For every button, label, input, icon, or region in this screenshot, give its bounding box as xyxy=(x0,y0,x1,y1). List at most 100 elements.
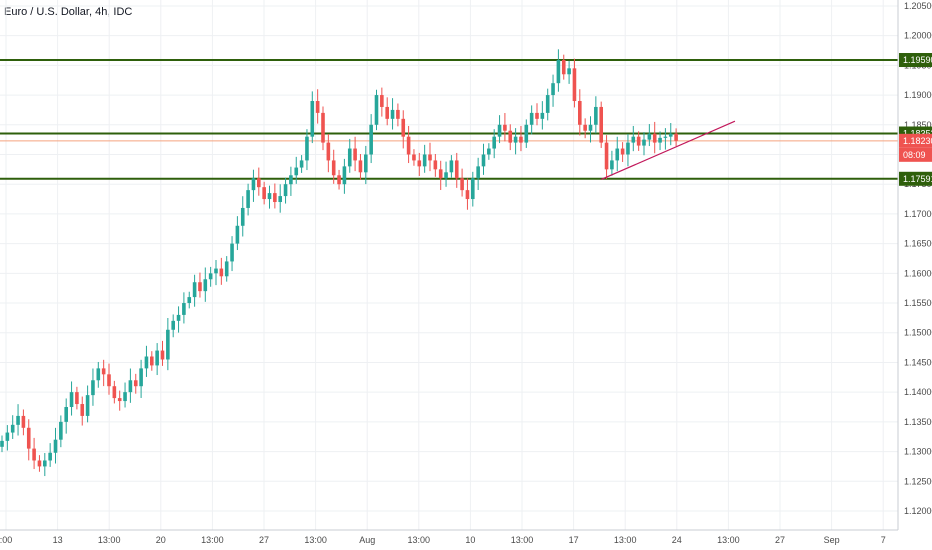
candle-body xyxy=(599,106,603,143)
price-tick-label: 1.14500 xyxy=(904,357,932,367)
level-badge-text: 1.19590 xyxy=(903,55,932,65)
price-tick-label: 1.15500 xyxy=(904,298,932,308)
candle-body xyxy=(476,166,480,179)
candle-body xyxy=(535,112,539,119)
candle-body xyxy=(636,136,641,146)
candle-body xyxy=(652,133,657,143)
candle-body xyxy=(294,167,299,176)
candle-body xyxy=(583,124,587,131)
candle-body xyxy=(326,142,331,161)
candle-body xyxy=(438,169,443,179)
candle-body xyxy=(251,178,256,191)
candle-body xyxy=(647,133,652,140)
candle-body xyxy=(556,60,561,84)
candle-body xyxy=(674,133,678,141)
candle-body xyxy=(59,421,63,440)
price-tick-label: 1.12500 xyxy=(904,476,932,486)
candle-body xyxy=(192,282,197,298)
time-tick-label: 17 xyxy=(569,535,579,545)
candle-body xyxy=(278,196,282,203)
candle-body xyxy=(390,109,395,119)
candle-body xyxy=(353,148,357,161)
candles xyxy=(0,49,678,477)
chart-title: Euro / U.S. Dollar, 4h, IDC xyxy=(4,6,133,18)
candle-body xyxy=(508,130,513,143)
price-tick-label: 1.14000 xyxy=(904,387,932,397)
candle-body xyxy=(283,184,288,197)
candle-body xyxy=(412,154,416,161)
candle-body xyxy=(460,178,464,191)
time-tick-label: Sep xyxy=(824,535,840,545)
candle-body xyxy=(198,282,202,292)
price-tick-label: 1.19000 xyxy=(904,90,932,100)
candle-body xyxy=(10,424,15,433)
candle-body xyxy=(417,160,422,167)
candle-body xyxy=(5,432,10,441)
candle-body xyxy=(444,172,448,179)
candle-body xyxy=(182,303,186,315)
time-tick-label: 13:00 xyxy=(614,535,637,545)
candle-body xyxy=(133,380,138,387)
time-tick-label: 13:00 xyxy=(511,535,534,545)
candle-body xyxy=(214,268,218,274)
time-axis: :00 13 13:00 20 13:00 27 13:00 Aug 13:00 10 13:00 1… xyxy=(0,535,886,545)
candle-body xyxy=(471,178,475,200)
candle-body xyxy=(513,136,518,143)
candle-body xyxy=(69,392,74,408)
candle-body xyxy=(315,101,320,113)
time-tick-label: 13:00 xyxy=(408,535,431,545)
time-tick-label: 10 xyxy=(465,535,475,545)
candle-body xyxy=(26,427,31,449)
candle-body xyxy=(289,175,293,185)
candle-body xyxy=(150,356,154,366)
candle-body xyxy=(642,139,646,146)
candle-body xyxy=(235,225,240,244)
candle-body xyxy=(561,60,566,75)
candle-body xyxy=(203,279,208,292)
candle-body xyxy=(166,329,170,360)
time-tick-label: 27 xyxy=(259,535,269,545)
candle-body xyxy=(101,368,106,375)
candle-body xyxy=(620,148,625,155)
level-badge-bg xyxy=(899,53,932,68)
candle-body xyxy=(155,350,159,366)
candle-body xyxy=(53,439,58,453)
candle-body xyxy=(481,154,486,167)
candle-body xyxy=(529,112,534,125)
candle-body xyxy=(75,392,79,405)
price-tick-label: 1.20000 xyxy=(904,31,932,41)
candle-body xyxy=(43,460,47,467)
candle-body xyxy=(16,415,20,425)
candle-body xyxy=(91,380,95,396)
time-tick-label: 13:00 xyxy=(304,535,327,545)
candle-body xyxy=(96,368,101,381)
candle-body xyxy=(358,160,363,173)
candle-body xyxy=(64,407,68,422)
candle-body xyxy=(615,148,620,161)
candle-body xyxy=(454,160,459,179)
candle-body xyxy=(273,193,277,203)
time-tick-label: :00 xyxy=(0,535,12,545)
candle-body xyxy=(578,101,582,125)
price-tick-label: 1.16000 xyxy=(904,268,932,278)
time-tick-label: Aug xyxy=(359,535,375,545)
candle-body xyxy=(626,142,630,155)
candle-body xyxy=(187,297,192,304)
candle-body xyxy=(176,314,181,321)
candle-body xyxy=(139,368,143,387)
candle-body xyxy=(540,112,545,119)
price-tick-label: 1.17000 xyxy=(904,209,932,219)
candle-body xyxy=(364,154,368,173)
candle-body xyxy=(117,398,122,402)
candle-body xyxy=(160,350,165,360)
candle-body xyxy=(171,320,175,330)
candle-body xyxy=(321,112,325,143)
candle-body xyxy=(663,136,668,138)
candle-body xyxy=(32,448,36,461)
trendline-group xyxy=(600,120,736,180)
candle-body xyxy=(572,68,577,102)
